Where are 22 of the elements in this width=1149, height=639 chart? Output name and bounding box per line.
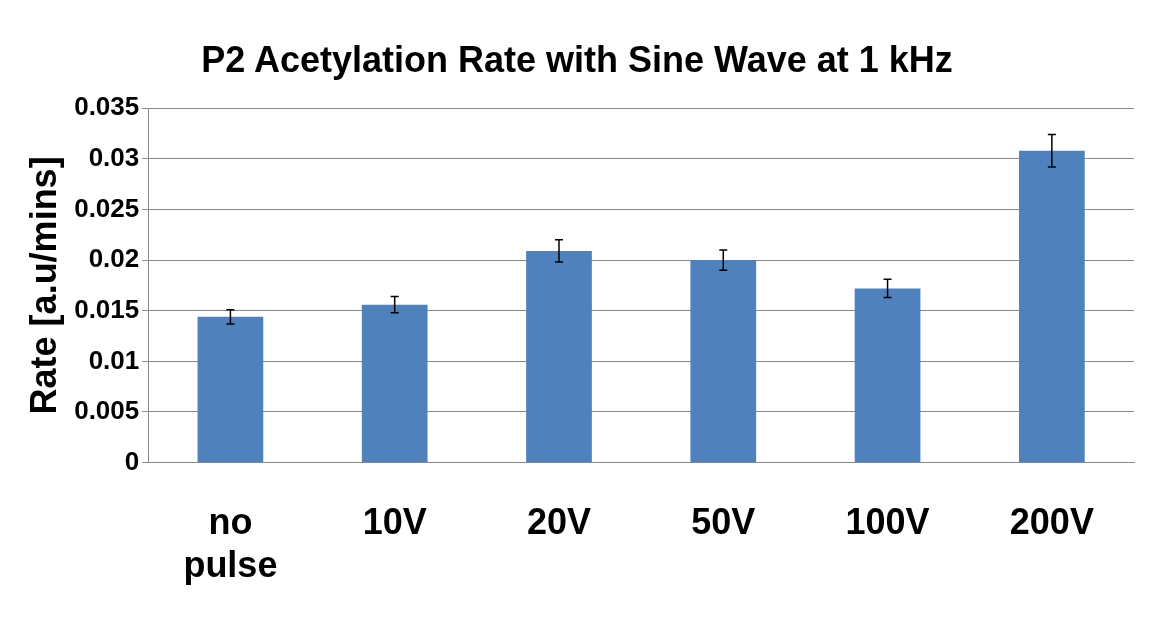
y-tick-label: 0.005	[74, 395, 140, 426]
y-axis-title: Rate [a.u/mins]	[22, 156, 64, 415]
y-tick-label: 0	[124, 445, 140, 476]
y-tick-label: 0.01	[88, 344, 140, 375]
bar	[526, 250, 592, 463]
y-tick-label: 0.025	[74, 192, 140, 223]
x-tick-label: no pulse	[183, 501, 278, 586]
bar	[854, 288, 921, 463]
y-tick-label: 0.03	[88, 142, 140, 172]
y-tick-label: 0.02	[88, 243, 140, 274]
bar	[197, 316, 264, 463]
bar	[690, 260, 757, 463]
x-tick-label: 200V	[1009, 501, 1094, 543]
y-tick-label: 0.035	[74, 91, 140, 122]
bar	[1019, 150, 1085, 463]
x-tick-label: 10V	[362, 501, 427, 543]
x-tick-label: 50V	[691, 501, 756, 543]
x-tick-label: 20V	[526, 501, 592, 543]
bar	[361, 304, 428, 463]
chart-title: P2 Acetylation Rate with Sine Wave at 1 kHz	[201, 38, 953, 80]
y-tick-label: 0.015	[74, 293, 140, 324]
x-tick-label: 100V	[845, 501, 930, 543]
